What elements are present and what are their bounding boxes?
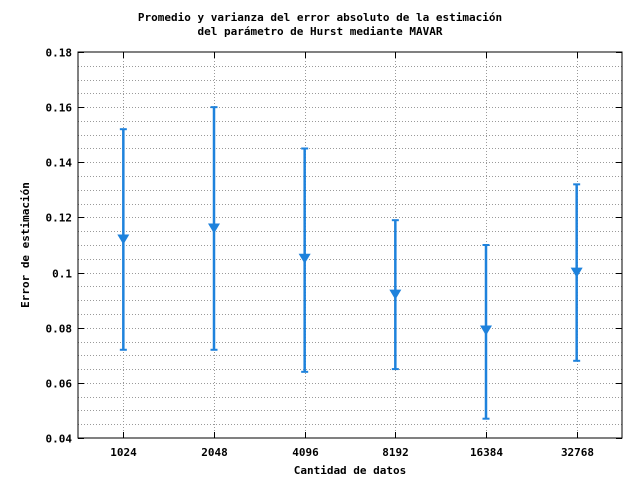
y-tick-label: 0.12 [46, 212, 73, 225]
grid-lines [78, 52, 622, 438]
y-axis-title: Error de estimación [19, 182, 32, 308]
y-tick-label: 0.1 [52, 268, 72, 281]
y-axis-ticks: 0.04 0.06 0.08 0.1 0.12 0.14 0.16 0.18 [46, 47, 622, 446]
chart-title-line-2: del parámetro de Hurst mediante MAVAR [197, 25, 443, 38]
mean-marker-4096 [298, 253, 311, 264]
x-tick-label: 4096 [292, 446, 319, 459]
x-tick-label: 1024 [110, 446, 137, 459]
y-tick-label: 0.06 [46, 378, 73, 391]
y-tick-label: 0.18 [46, 47, 73, 60]
mean-marker-32768 [570, 267, 583, 278]
x-tick-label: 16384 [470, 446, 503, 459]
mean-marker-8192 [389, 289, 402, 300]
y-tick-label: 0.16 [46, 102, 73, 115]
mean-marker-16384 [480, 325, 492, 336]
y-tick-label: 0.04 [46, 433, 73, 446]
error-bar-series [117, 106, 583, 420]
y-tick-label: 0.08 [46, 323, 73, 336]
x-tick-label: 8192 [382, 446, 409, 459]
mean-marker-2048 [208, 223, 220, 234]
chart-title-line-1: Promedio y varianza del error absoluto d… [137, 11, 503, 24]
plot-frame [77, 51, 623, 439]
x-axis-title: Cantidad de datos [294, 464, 407, 477]
x-tick-label: 2048 [201, 446, 228, 459]
x-axis-ticks: 1024 2048 4096 8192 16384 32768 [110, 52, 594, 459]
mean-marker-1024 [117, 234, 130, 245]
x-tick-label: 32768 [561, 446, 594, 459]
y-tick-label: 0.14 [46, 157, 73, 170]
